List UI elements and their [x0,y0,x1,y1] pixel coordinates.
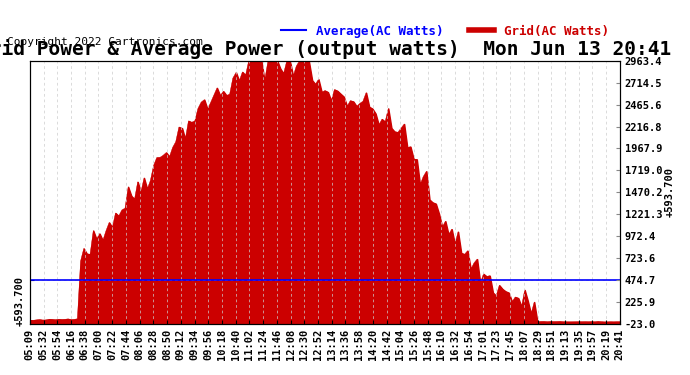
Legend: Average(AC Watts), Grid(AC Watts): Average(AC Watts), Grid(AC Watts) [276,20,613,43]
Title: Grid Power & Average Power (output watts)  Mon Jun 13 20:41: Grid Power & Average Power (output watts… [0,39,671,59]
Text: Copyright 2022 Cartronics.com: Copyright 2022 Cartronics.com [7,37,203,47]
Y-axis label: +593.700: +593.700 [665,167,675,217]
